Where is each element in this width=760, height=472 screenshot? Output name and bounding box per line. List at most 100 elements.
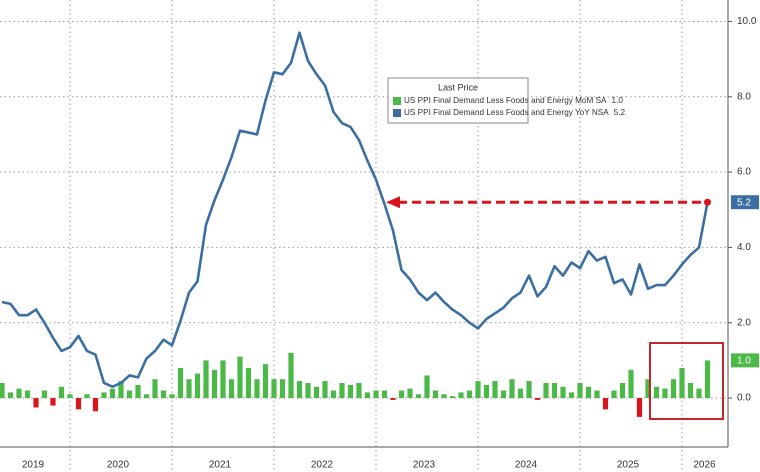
bar <box>424 375 430 399</box>
bar <box>75 398 82 410</box>
arrow-dot <box>704 198 711 206</box>
bar <box>526 381 532 399</box>
bar <box>551 382 558 399</box>
legend-entry: US PPI Final Demand Less Foods and Energ… <box>404 108 625 117</box>
bar <box>92 398 99 412</box>
bar <box>228 379 235 399</box>
line <box>1 31 709 389</box>
y-tick-label: 10.0 <box>737 16 757 27</box>
bar <box>254 379 260 399</box>
legend-value: 1.0 <box>612 96 624 105</box>
bar <box>449 396 456 399</box>
bar <box>398 390 405 399</box>
bar <box>160 390 167 399</box>
bar <box>339 382 345 399</box>
bar <box>288 352 294 399</box>
bar <box>687 382 694 399</box>
bar <box>602 398 609 410</box>
bar <box>118 381 124 399</box>
x-tick-label: 2021 <box>209 460 232 471</box>
y-tick-label: 4.0 <box>737 242 751 253</box>
bar <box>347 384 354 399</box>
y-tick-label: 0.0 <box>737 393 751 404</box>
bar <box>296 381 303 399</box>
bar <box>169 394 175 399</box>
bar <box>466 390 473 399</box>
bar <box>517 388 524 399</box>
bar <box>126 390 133 399</box>
bar <box>568 392 575 399</box>
legend-box <box>387 77 529 124</box>
bar <box>585 386 592 399</box>
bar <box>662 388 668 399</box>
bar <box>211 369 218 399</box>
bar <box>441 394 447 399</box>
bar <box>500 390 507 399</box>
bar <box>636 398 643 417</box>
bar <box>492 381 498 399</box>
legend-name: US PPI Final Demand Less Foods and Energ… <box>404 96 607 105</box>
legend-swatch <box>393 97 401 105</box>
bar <box>611 390 617 399</box>
bar <box>220 360 226 399</box>
bar <box>16 388 22 399</box>
bar <box>84 394 90 399</box>
bar <box>152 379 158 399</box>
bar <box>58 386 65 399</box>
legend: Last Price US PPI Final Demand Less Foods… <box>387 77 625 124</box>
bar <box>653 386 660 399</box>
x-tick-label: 2019 <box>22 460 45 471</box>
bar <box>458 392 464 399</box>
y-tick-label: 6.0 <box>737 167 751 178</box>
bar <box>432 390 439 399</box>
last-value-tag <box>731 195 759 210</box>
bar <box>135 384 141 399</box>
bar <box>262 364 269 399</box>
bar <box>670 379 677 399</box>
bar <box>305 382 311 399</box>
legend-title: Last Price <box>438 82 478 92</box>
bar <box>271 379 277 399</box>
bar <box>704 360 711 399</box>
bar <box>101 392 107 399</box>
highlight-box <box>649 342 724 420</box>
bar <box>41 390 48 399</box>
bar <box>194 373 201 399</box>
x-tick-label: 2023 <box>413 460 436 471</box>
bar <box>619 382 626 399</box>
x-tick-label: 2020 <box>107 460 130 471</box>
bar <box>415 394 422 399</box>
bar <box>322 381 328 399</box>
bar <box>356 382 362 399</box>
legend-value: 5.2 <box>614 108 626 117</box>
bar <box>330 390 337 399</box>
arrow-head <box>386 196 400 209</box>
bar <box>364 392 371 399</box>
bar <box>313 386 320 399</box>
x-tick-label: 2024 <box>515 460 538 471</box>
bar <box>475 381 481 399</box>
last-value-label: 5.2 <box>737 197 751 208</box>
last-value-label: 1.0 <box>737 356 751 367</box>
bar <box>645 379 651 399</box>
bar <box>696 388 702 399</box>
bar <box>390 398 396 400</box>
last-value-tag <box>731 353 759 368</box>
bar <box>67 394 73 399</box>
bar <box>483 384 490 399</box>
x-tick-label: 2026 <box>693 460 716 471</box>
bar <box>186 379 192 399</box>
y-tick-label: 8.0 <box>737 91 751 102</box>
bar <box>50 398 56 406</box>
bar <box>560 386 566 399</box>
bar <box>109 388 116 399</box>
bar <box>381 390 388 399</box>
bar <box>7 392 14 399</box>
legend-name: US PPI Final Demand Less Foods and Energ… <box>404 108 609 117</box>
bar <box>177 367 184 399</box>
bar <box>237 356 243 399</box>
x-tick-label: 2025 <box>617 460 640 471</box>
bar <box>0 382 5 399</box>
